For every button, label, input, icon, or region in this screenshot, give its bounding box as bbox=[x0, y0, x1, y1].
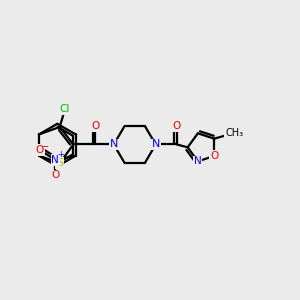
Text: O: O bbox=[173, 121, 181, 131]
Text: S: S bbox=[56, 158, 63, 168]
Text: Cl: Cl bbox=[60, 104, 70, 114]
Text: O: O bbox=[210, 151, 218, 161]
Text: N: N bbox=[194, 156, 202, 166]
Text: N: N bbox=[51, 155, 59, 165]
Text: O: O bbox=[91, 121, 100, 131]
Text: −: − bbox=[41, 142, 49, 152]
Text: N: N bbox=[110, 140, 118, 149]
Text: CH₃: CH₃ bbox=[225, 128, 243, 138]
Text: O: O bbox=[36, 145, 44, 155]
Text: O: O bbox=[51, 170, 59, 181]
Text: N: N bbox=[152, 140, 160, 149]
Text: +: + bbox=[57, 150, 64, 159]
